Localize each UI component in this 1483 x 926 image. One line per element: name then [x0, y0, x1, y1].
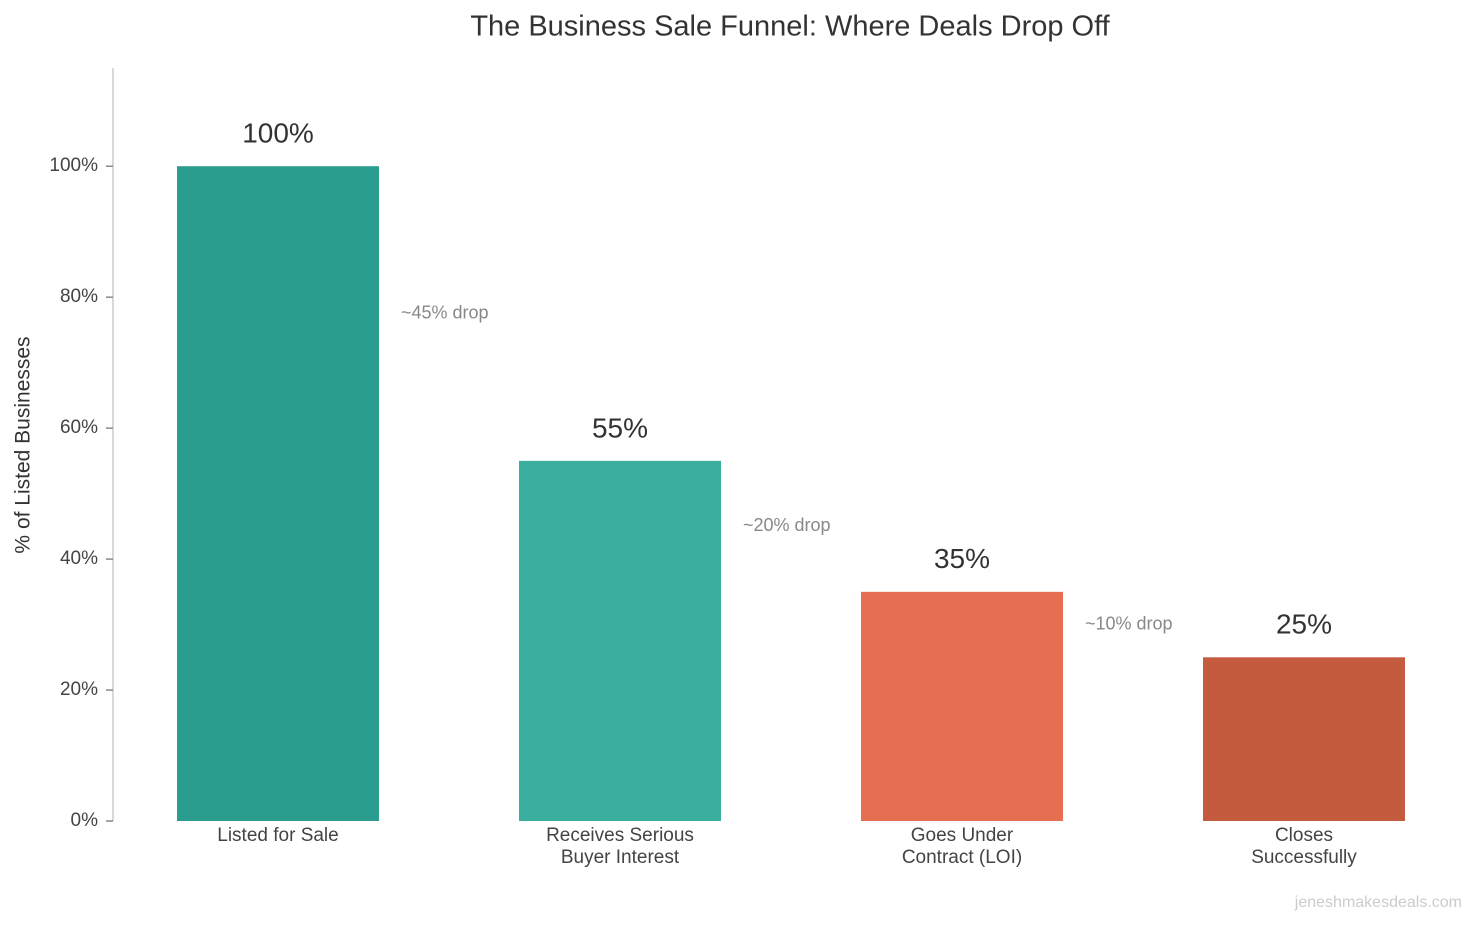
- value-label: 25%: [1276, 609, 1332, 640]
- value-label: 55%: [592, 412, 648, 443]
- x-tick-label: Goes Under Contract (LOI): [901, 825, 1023, 868]
- drop-annotation: ~10% drop: [1085, 613, 1173, 633]
- watermark: jeneshmakesdeals.com: [1294, 894, 1462, 911]
- bar: [177, 166, 379, 821]
- bar: [519, 460, 721, 821]
- bar: [1203, 657, 1405, 821]
- y-tick-label: 0%: [71, 810, 99, 831]
- chart-title: The Business Sale Funnel: Where Deals Dr…: [470, 11, 1110, 43]
- x-tick-label: Listed for Sale: [217, 825, 339, 846]
- y-axis-label: % of Listed Businesses: [12, 336, 35, 553]
- bar: [861, 591, 1063, 821]
- y-tick-label: 60%: [60, 417, 98, 438]
- value-label: 35%: [934, 543, 990, 574]
- drop-annotation: ~20% drop: [743, 515, 831, 535]
- y-tick-label: 100%: [49, 155, 98, 176]
- value-label: 100%: [242, 118, 314, 149]
- x-tick-label: Closes Successfully: [1251, 825, 1357, 868]
- x-tick-label: Receives Serious Buyer Interest: [546, 825, 694, 868]
- y-tick-label: 20%: [60, 679, 98, 700]
- drop-annotation: ~45% drop: [401, 302, 489, 322]
- y-tick-label: 40%: [60, 548, 98, 569]
- y-tick-label: 80%: [60, 286, 98, 307]
